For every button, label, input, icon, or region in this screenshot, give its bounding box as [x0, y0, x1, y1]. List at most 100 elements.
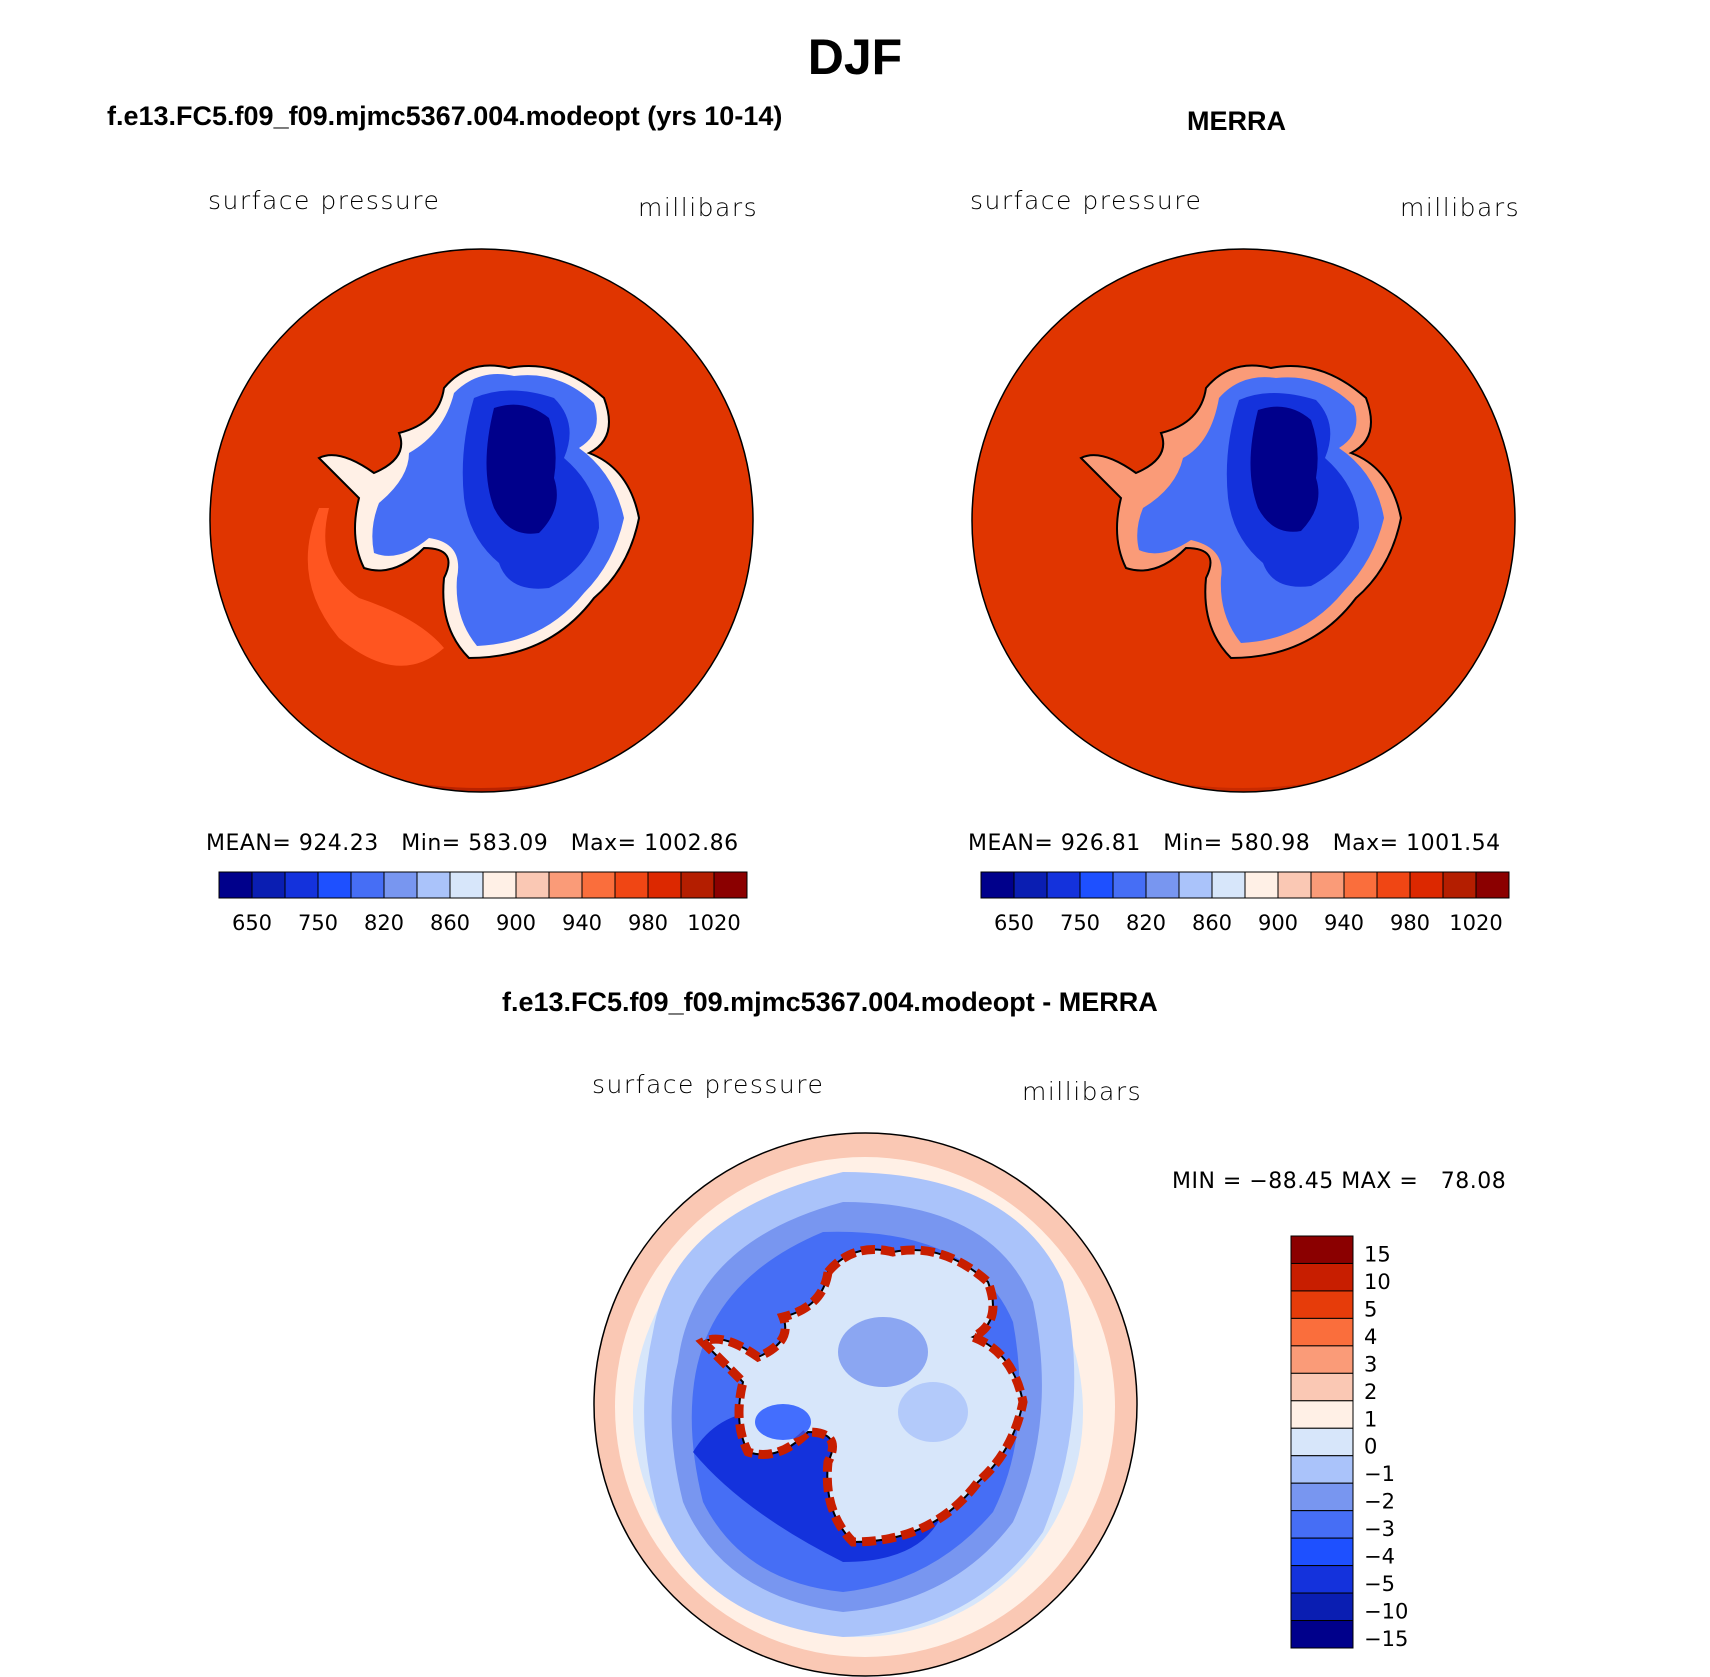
- colorbar-merra-tick-label: 1020: [1449, 911, 1502, 935]
- colorbar-merra-swatch: [1475, 871, 1510, 899]
- colorbar-merra-swatch: [1310, 871, 1345, 899]
- colorbar-merra-swatch: [1343, 871, 1378, 899]
- colorbar-model-tick-label: 940: [562, 911, 602, 935]
- colorbar-merra-swatch: [1244, 871, 1279, 899]
- colorbar-model: 650 750 820 860 900 940 980 1020: [218, 871, 748, 935]
- colorbar-merra-swatch: [1112, 871, 1147, 899]
- colorbar-diff-swatch: [1290, 1317, 1354, 1347]
- colorbar-model-swatch: [416, 871, 451, 899]
- colorbar-model-swatch: [581, 871, 616, 899]
- colorbar-diff-swatch: [1290, 1482, 1354, 1512]
- colorbar-model-swatch: [680, 871, 715, 899]
- panel-stats-merra: MEAN= 926.81 Min= 580.98 Max= 1001.54: [968, 831, 1501, 856]
- colorbar-diff-tick-label: 4: [1364, 1325, 1377, 1349]
- polar-map-diff: [593, 1132, 1138, 1677]
- panel-stats-model: MEAN= 924.23 Min= 583.09 Max= 1002.86: [206, 831, 739, 856]
- panel-title-model: f.e13.FC5.f09_f09.mjmc5367.004.modeopt (…: [107, 101, 783, 131]
- panel-left-label-merra: surface pressure: [970, 186, 1203, 215]
- colorbar-model-swatch: [218, 871, 253, 899]
- colorbar-model-tick-label: 860: [430, 911, 470, 935]
- colorbar-merra-swatch: [1079, 871, 1114, 899]
- colorbar-merra-tick-label: 940: [1324, 911, 1364, 935]
- colorbar-diff-swatch: [1290, 1592, 1354, 1622]
- colorbar-diff-swatch: [1290, 1290, 1354, 1319]
- colorbar-merra-swatch: [1046, 871, 1081, 899]
- colorbar-model-tick-label: 980: [628, 911, 668, 935]
- colorbar-diff-swatch: [1290, 1427, 1354, 1457]
- colorbar-merra-swatch: [1178, 871, 1213, 899]
- panel-left-label-model: surface pressure: [208, 186, 441, 215]
- colorbar-diff-tick-label: 5: [1364, 1297, 1377, 1321]
- colorbar-merra-swatch: [1277, 871, 1312, 899]
- panel-title-merra: MERRA: [1187, 106, 1286, 136]
- colorbar-model-swatch: [713, 871, 748, 899]
- panel-units-diff: millibars: [1022, 1077, 1143, 1106]
- colorbar-merra-swatch: [1376, 871, 1411, 899]
- colorbar-diff-swatch: [1290, 1400, 1354, 1429]
- colorbar-merra-tick-label: 980: [1390, 911, 1430, 935]
- colorbar-diff-tick-label: 10: [1364, 1270, 1391, 1294]
- colorbar-merra-swatch: [1211, 871, 1246, 899]
- colorbar-diff-swatch: [1290, 1537, 1354, 1567]
- colorbar-diff-tick-label: 3: [1364, 1352, 1377, 1376]
- colorbar-diff-swatch: [1290, 1455, 1354, 1484]
- colorbar-merra-tick-label: 860: [1192, 911, 1232, 935]
- panel-units-merra: millibars: [1400, 193, 1521, 222]
- colorbar-diff-tick-label: −5: [1364, 1572, 1395, 1596]
- colorbar-merra-swatch: [1409, 871, 1444, 899]
- colorbar-model-tick-label: 820: [364, 911, 404, 935]
- colorbar-diff-tick-label: 2: [1364, 1380, 1377, 1404]
- colorbar-model-swatch: [515, 871, 550, 899]
- colorbar-diff-tick-label: 0: [1364, 1435, 1377, 1459]
- colorbar-diff-tick-label: −15: [1364, 1627, 1408, 1651]
- antarctica-shape-diff: [695, 1245, 1028, 1547]
- polar-map-merra: [971, 248, 1516, 793]
- colorbar-model-swatch: [482, 871, 517, 899]
- panel-units-model: millibars: [638, 193, 759, 222]
- colorbar-merra: 650 750 820 860 900 940 980 1020: [980, 871, 1510, 935]
- colorbar-model-tick-label: 650: [232, 911, 272, 935]
- colorbar-model-swatch: [548, 871, 583, 899]
- polar-map-model: [209, 248, 754, 793]
- colorbar-merra-tick-label: 820: [1126, 911, 1166, 935]
- colorbar-diff-tick-label: 15: [1364, 1242, 1391, 1266]
- colorbar-diff-swatch: [1290, 1345, 1354, 1374]
- colorbar-merra-tick-label: 900: [1258, 911, 1298, 935]
- colorbar-merra-tick-label: 650: [994, 911, 1034, 935]
- colorbar-model-swatch: [449, 871, 484, 899]
- colorbar-diff-swatch: [1290, 1262, 1354, 1292]
- antarctica-shape-merra: [1079, 364, 1403, 660]
- colorbar-diff-tick-label: −2: [1364, 1490, 1395, 1514]
- colorbar-diff-tick-label: −3: [1364, 1517, 1395, 1541]
- panel-left-label-diff: surface pressure: [592, 1070, 825, 1099]
- colorbar-diff-swatch: [1290, 1235, 1354, 1264]
- colorbar-model-swatch: [647, 871, 682, 899]
- colorbar-merra-tick-label: 750: [1060, 911, 1100, 935]
- colorbar-diff-swatch: [1290, 1372, 1354, 1402]
- colorbar-model-swatch: [383, 871, 418, 899]
- colorbar-merra-swatch: [1145, 871, 1180, 899]
- colorbar-model-tick-label: 900: [496, 911, 536, 935]
- colorbar-model-swatch: [350, 871, 385, 899]
- colorbar-diff-tick-label: −4: [1364, 1545, 1395, 1569]
- colorbar-model-swatch: [317, 871, 352, 899]
- antarctica-shape-model: [317, 364, 641, 660]
- colorbar-diff-tick-label: −10: [1364, 1600, 1408, 1624]
- panel-stats-diff: MIN = −88.45 MAX = 78.08: [1172, 1169, 1507, 1194]
- colorbar-diff-swatch: [1290, 1510, 1354, 1539]
- colorbar-merra-swatch: [1442, 871, 1477, 899]
- panel-title-diff: f.e13.FC5.f09_f09.mjmc5367.004.modeopt -…: [502, 987, 1158, 1017]
- colorbar-model-swatch: [251, 871, 286, 899]
- colorbar-merra-swatch: [1013, 871, 1048, 899]
- colorbar-model-swatch: [284, 871, 319, 899]
- colorbar-diff-swatch: [1290, 1565, 1354, 1594]
- colorbar-merra-swatch: [980, 871, 1015, 899]
- figure-title: DJF: [807, 29, 903, 85]
- colorbar-model-swatch: [614, 871, 649, 899]
- colorbar-diff-tick-label: 1: [1364, 1407, 1377, 1431]
- colorbar-model-tick-label: 1020: [687, 911, 740, 935]
- colorbar-diff-swatch: [1290, 1620, 1354, 1649]
- colorbar-model-tick-label: 750: [298, 911, 338, 935]
- colorbar-diff-tick-label: −1: [1364, 1462, 1395, 1486]
